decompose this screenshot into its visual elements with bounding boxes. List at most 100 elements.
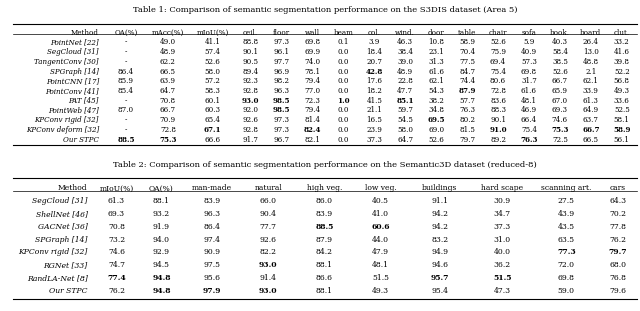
Text: 42.8: 42.8 <box>365 67 383 76</box>
Text: 66.7: 66.7 <box>160 106 176 114</box>
Text: 48.1: 48.1 <box>521 97 537 105</box>
Text: table: table <box>458 29 476 37</box>
Text: 90.1: 90.1 <box>243 48 259 56</box>
Text: 47.9: 47.9 <box>372 248 389 256</box>
Text: 40.5: 40.5 <box>372 197 389 205</box>
Text: 46.9: 46.9 <box>521 106 537 114</box>
Text: 92.6: 92.6 <box>243 116 259 124</box>
Text: 98.5: 98.5 <box>273 97 290 105</box>
Text: 69.3: 69.3 <box>108 210 125 218</box>
Text: hard scape: hard scape <box>481 184 524 193</box>
Text: beam: beam <box>333 29 353 37</box>
Text: mIoU(%): mIoU(%) <box>99 184 134 193</box>
Text: 94.9: 94.9 <box>431 248 449 256</box>
Text: 93.0: 93.0 <box>259 287 278 295</box>
Text: 23.9: 23.9 <box>366 126 382 134</box>
Text: 82.1: 82.1 <box>305 136 321 144</box>
Text: 76.2: 76.2 <box>108 287 125 295</box>
Text: 48.9: 48.9 <box>160 48 176 56</box>
Text: 63.7: 63.7 <box>583 116 599 124</box>
Text: 66.5: 66.5 <box>583 136 599 144</box>
Text: 40.3: 40.3 <box>552 39 568 46</box>
Text: 58.4: 58.4 <box>552 48 568 56</box>
Text: scanning art.: scanning art. <box>541 184 591 193</box>
Text: 86.0: 86.0 <box>316 197 333 205</box>
Text: 62.1: 62.1 <box>428 77 444 85</box>
Text: wind.: wind. <box>396 29 415 37</box>
Text: 95.6: 95.6 <box>204 274 221 282</box>
Text: 85.9: 85.9 <box>118 77 134 85</box>
Text: OA(%): OA(%) <box>115 29 138 37</box>
Text: 63.9: 63.9 <box>160 77 176 85</box>
Text: 0.0: 0.0 <box>337 67 349 76</box>
Text: 90.4: 90.4 <box>260 210 276 218</box>
Text: 77.3: 77.3 <box>557 248 576 256</box>
Text: 96.9: 96.9 <box>273 67 289 76</box>
Text: 0.0: 0.0 <box>337 116 349 124</box>
Text: 88.1: 88.1 <box>316 261 333 269</box>
Text: 18.4: 18.4 <box>366 48 382 56</box>
Text: 51.5: 51.5 <box>493 274 511 282</box>
Text: ceil.: ceil. <box>243 29 258 37</box>
Text: 49.0: 49.0 <box>160 39 176 46</box>
Text: 96.3: 96.3 <box>273 87 289 95</box>
Text: 92.8: 92.8 <box>243 126 259 134</box>
Text: clut.: clut. <box>614 29 630 37</box>
Text: 60.3: 60.3 <box>205 106 221 114</box>
Text: 93.0: 93.0 <box>259 261 278 269</box>
Text: floor: floor <box>273 29 290 37</box>
Text: RGNet [33]: RGNet [33] <box>44 261 88 269</box>
Text: 57.2: 57.2 <box>205 77 221 85</box>
Text: TangentConv [30]: TangentConv [30] <box>35 58 99 66</box>
Text: 0.1: 0.1 <box>338 39 349 46</box>
Text: 64.3: 64.3 <box>610 197 627 205</box>
Text: 96.1: 96.1 <box>273 48 289 56</box>
Text: 92.8: 92.8 <box>243 87 259 95</box>
Text: 52.6: 52.6 <box>205 58 221 66</box>
Text: 77.4: 77.4 <box>107 274 126 282</box>
Text: KPConv rigid [32]: KPConv rigid [32] <box>35 116 99 124</box>
Text: 75.3: 75.3 <box>159 136 177 144</box>
Text: PAT [45]: PAT [45] <box>68 97 99 105</box>
Text: 39.0: 39.0 <box>397 58 413 66</box>
Text: 70.8: 70.8 <box>108 223 125 231</box>
Text: GACNet [36]: GACNet [36] <box>38 223 88 231</box>
Text: 69.3: 69.3 <box>552 106 568 114</box>
Text: 74.7: 74.7 <box>108 261 125 269</box>
Text: 58.9: 58.9 <box>459 39 475 46</box>
Text: -: - <box>125 97 127 105</box>
Text: 88.1: 88.1 <box>153 197 170 205</box>
Text: 79.7: 79.7 <box>459 136 475 144</box>
Text: -: - <box>125 48 127 56</box>
Text: 93.2: 93.2 <box>153 210 170 218</box>
Text: SegCloud [31]: SegCloud [31] <box>47 48 99 56</box>
Text: 81.4: 81.4 <box>305 116 321 124</box>
Text: 41.1: 41.1 <box>205 39 221 46</box>
Text: low veg.: low veg. <box>365 184 396 193</box>
Text: OA(%): OA(%) <box>149 184 174 193</box>
Text: 80.6: 80.6 <box>490 77 506 85</box>
Text: ShellNet [46]: ShellNet [46] <box>35 210 88 218</box>
Text: 84.7: 84.7 <box>459 67 475 76</box>
Text: 82.4: 82.4 <box>304 126 321 134</box>
Text: 88.5: 88.5 <box>117 136 135 144</box>
Text: Method: Method <box>71 29 99 37</box>
Text: 58.9: 58.9 <box>613 126 630 134</box>
Text: 37.3: 37.3 <box>366 136 382 144</box>
Text: 27.5: 27.5 <box>558 197 575 205</box>
Text: 46.3: 46.3 <box>397 39 413 46</box>
Text: 72.3: 72.3 <box>305 97 321 105</box>
Text: 49.3: 49.3 <box>372 287 389 295</box>
Text: 5.9: 5.9 <box>524 39 534 46</box>
Text: PointConv [41]: PointConv [41] <box>45 87 99 95</box>
Text: 64.7: 64.7 <box>397 136 413 144</box>
Text: 65.4: 65.4 <box>205 116 221 124</box>
Text: 61.6: 61.6 <box>521 87 537 95</box>
Text: 84.2: 84.2 <box>316 248 333 256</box>
Text: 76.3: 76.3 <box>520 136 538 144</box>
Text: 92.9: 92.9 <box>153 248 170 256</box>
Text: 0.0: 0.0 <box>337 87 349 95</box>
Text: 80.2: 80.2 <box>459 116 475 124</box>
Text: 97.3: 97.3 <box>273 116 289 124</box>
Text: 56.1: 56.1 <box>614 136 630 144</box>
